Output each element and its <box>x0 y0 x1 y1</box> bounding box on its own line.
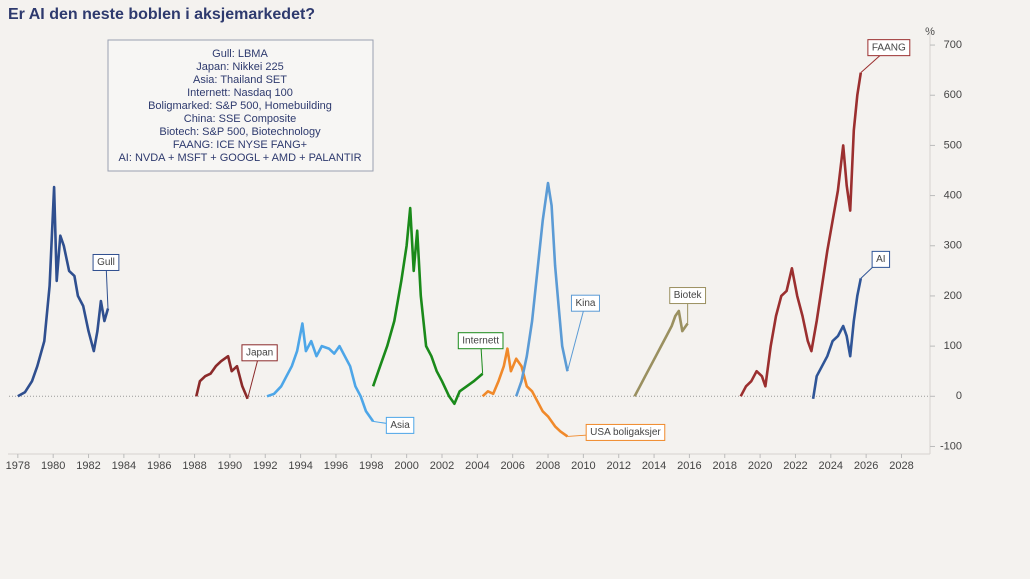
x-tick-label: 2004 <box>465 460 489 472</box>
x-tick-label: 2010 <box>571 460 595 472</box>
x-tick-label: 1998 <box>359 460 383 472</box>
y-tick-label: -100 <box>940 440 962 452</box>
x-tick-label: 2012 <box>606 460 630 472</box>
y-tick-label: 200 <box>944 290 962 302</box>
x-tick-label: 2006 <box>500 460 524 472</box>
x-tick-label: 1980 <box>41 460 65 472</box>
series-line <box>739 72 863 397</box>
x-tick-label: 1992 <box>253 460 277 472</box>
y-tick-label: 0 <box>956 390 962 402</box>
series-label-box <box>92 253 120 271</box>
series-line <box>371 206 484 406</box>
series-label: Internett <box>462 335 499 346</box>
x-tick-label: 2014 <box>642 460 666 472</box>
note-line: Japan: Nikkei 225 <box>196 61 283 73</box>
series-label-box <box>570 294 600 312</box>
note-line: China: SSE Composite <box>184 113 297 125</box>
y-tick-label: 400 <box>944 189 962 201</box>
series-label: AI <box>876 254 885 265</box>
x-tick-label: 2022 <box>783 460 807 472</box>
x-tick-label: 1996 <box>324 460 348 472</box>
x-tick-label: 2026 <box>854 460 878 472</box>
x-tick-label: 2002 <box>430 460 454 472</box>
note-line: Gull: LBMA <box>212 48 268 60</box>
series-line <box>266 322 375 423</box>
x-tick-label: 1982 <box>76 460 100 472</box>
series-label: USA boligaksjer <box>590 427 661 438</box>
label-pointer <box>566 303 586 372</box>
series-line <box>195 354 249 400</box>
series-label: FAANG <box>872 42 906 53</box>
series-label: Kina <box>575 298 595 309</box>
note-line: AI: NVDA + MSFT + GOOGL + AMD + PALANTIR <box>118 152 361 164</box>
note-line: Internett: Nasdaq 100 <box>187 87 293 99</box>
series-label: Japan <box>246 347 273 358</box>
series-label-box <box>585 423 666 441</box>
x-tick-label: 2024 <box>819 460 843 472</box>
y-tick-label: 500 <box>944 139 962 151</box>
x-tick-label: 2028 <box>889 460 913 472</box>
series-label-box <box>457 332 504 350</box>
x-tick-label: 1990 <box>218 460 242 472</box>
note-line: FAANG: ICE NYSE FANG+ <box>173 139 307 151</box>
series-line <box>811 278 863 400</box>
series-line <box>17 185 110 398</box>
series-line <box>481 347 569 438</box>
note-line: Asia: Thailand SET <box>193 74 287 86</box>
series-label-box <box>867 39 911 57</box>
series-label: Biotek <box>674 290 703 301</box>
y-tick-label: 300 <box>944 240 962 252</box>
x-tick-label: 2020 <box>748 460 772 472</box>
series-label-box <box>669 287 707 305</box>
x-tick-label: 2018 <box>713 460 737 472</box>
series-label-box <box>241 344 278 362</box>
y-tick-label: 600 <box>944 89 962 101</box>
series-line <box>514 181 569 397</box>
series-label-box <box>385 416 415 434</box>
note-line: Boligmarked: S&P 500, Homebuilding <box>148 100 332 112</box>
x-tick-label: 2008 <box>536 460 560 472</box>
x-tick-label: 1994 <box>288 460 312 472</box>
x-tick-label: 1984 <box>112 460 136 472</box>
series-label: Gull <box>97 257 115 268</box>
y-tick-label: 100 <box>944 340 962 352</box>
series-label-box <box>871 250 891 268</box>
x-tick-label: 1986 <box>147 460 171 472</box>
x-tick-label: 1978 <box>6 460 30 472</box>
x-tick-label: 2016 <box>677 460 701 472</box>
series-label: Asia <box>390 420 410 431</box>
note-line: Biotech: S&P 500, Biotechnology <box>159 126 321 138</box>
chart-title: Er AI den neste boblen i aksjemarkedet? <box>8 6 315 23</box>
y-tick-label: 700 <box>944 39 962 51</box>
note-box <box>107 39 374 172</box>
x-tick-label: 2000 <box>394 460 418 472</box>
series-line <box>633 309 689 397</box>
x-tick-label: 1988 <box>182 460 206 472</box>
